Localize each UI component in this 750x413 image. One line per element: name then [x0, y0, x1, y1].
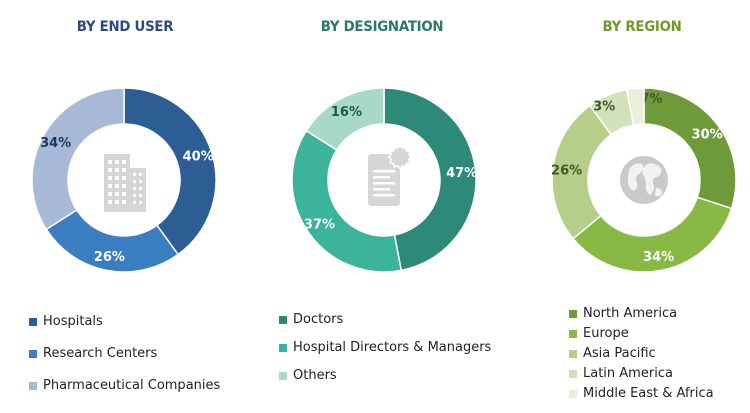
legend-item: Doctors — [279, 312, 343, 327]
legend-item: Europe — [569, 326, 629, 341]
legend-item: Latin America — [569, 366, 673, 381]
legend-item: North America — [569, 306, 677, 321]
globe-icon — [620, 156, 668, 204]
legend-label: Middle East & Africa — [583, 386, 714, 401]
designation-donut: 47% 37% 16% — [291, 87, 477, 273]
slice-label: 3% — [593, 100, 615, 115]
slice-middle-east-africa — [625, 87, 645, 126]
legend-label: Pharmaceutical Companies — [43, 378, 221, 393]
legend-item: Middle East & Africa — [569, 386, 714, 401]
slice-label: 34% — [643, 250, 674, 265]
legend-swatch — [569, 389, 577, 398]
region-title: BY REGION — [602, 19, 682, 35]
legend-swatch — [279, 315, 287, 324]
building-icon — [104, 154, 146, 212]
slice-others — [305, 87, 385, 152]
slice-europe — [572, 196, 733, 273]
slice-label: 16% — [331, 105, 362, 120]
slice-doctors — [383, 87, 477, 272]
slice-hospital-directors-managers — [291, 129, 403, 273]
end-user-panel: BY END USER 40% 26% 34% Hospitals Research … — [0, 0, 250, 413]
document-certificate-icon — [368, 144, 413, 206]
legend-swatch — [569, 369, 577, 378]
legend-swatch — [569, 349, 577, 358]
end-user-legend: Hospitals Research Centers Pharmaceutical … — [0, 0, 250, 413]
legend-swatch — [29, 381, 37, 390]
designation-legend: Doctors Hospital Directors & Managers Othe… — [257, 0, 507, 413]
legend-swatch — [29, 317, 37, 326]
slice-label: 40% — [183, 149, 214, 164]
legend-label: Asia Pacific — [583, 346, 656, 361]
end-user-title: BY END USER — [76, 19, 174, 35]
legend-label: Latin America — [583, 366, 673, 381]
legend-swatch — [569, 329, 577, 338]
legend-label: Hospitals — [43, 314, 103, 329]
legend-item: Others — [279, 368, 337, 383]
slice-pharmaceutical-companies — [31, 87, 125, 231]
legend-swatch — [29, 349, 37, 358]
designation-panel: BY DESIGNATION 47% 37% 16% Doctors Hospital… — [257, 0, 507, 413]
region-legend: North America Europe Asia Pacific Latin Ame… — [517, 0, 750, 413]
legend-swatch — [569, 309, 577, 318]
slice-label: 26% — [94, 250, 125, 265]
legend-item: Hospitals — [29, 314, 103, 329]
slice-hospitals — [123, 87, 217, 256]
slice-label: 47% — [446, 166, 477, 181]
end-user-donut: 40% 26% 34% — [31, 87, 217, 273]
legend-label: Research Centers — [43, 346, 158, 361]
legend-item: Research Centers — [29, 346, 157, 361]
legend-swatch — [279, 371, 287, 380]
slice-label: 37% — [304, 217, 335, 232]
legend-label: North America — [583, 306, 678, 321]
region-panel: BY REGION 30% 34% 26% 7% 3% North America Eur… — [517, 0, 750, 413]
slice-label: 30% — [692, 128, 723, 143]
slice-label: 7% — [640, 92, 662, 107]
slice-label: 26% — [551, 164, 582, 179]
slice-north-america — [643, 87, 737, 210]
designation-title: BY DESIGNATION — [320, 19, 444, 35]
region-donut: 30% 34% 26% 7% 3% — [551, 87, 737, 273]
legend-swatch — [279, 343, 287, 352]
legend-label: Hospital Directors & Managers — [293, 340, 492, 355]
legend-item: Asia Pacific — [569, 346, 656, 361]
legend-label: Doctors — [293, 312, 344, 327]
legend-label: Europe — [583, 326, 629, 341]
slice-label: 34% — [40, 136, 71, 151]
legend-item: Pharmaceutical Companies — [29, 378, 220, 393]
legend-item: Hospital Directors & Managers — [279, 340, 491, 355]
legend-label: Others — [293, 368, 337, 383]
